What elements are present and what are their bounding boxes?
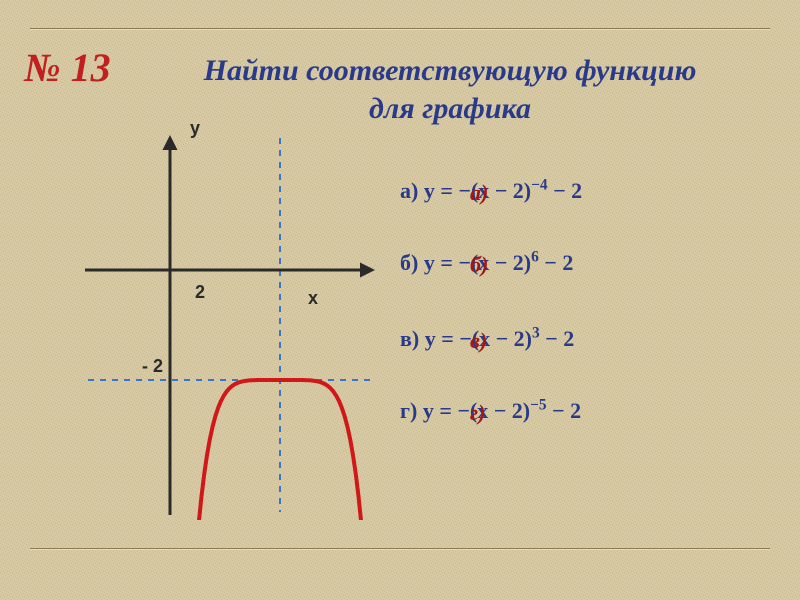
option-a[interactable]: а) y = −(x − 2)−4 − 2 <box>400 178 582 204</box>
axis-label-y: y <box>190 118 200 139</box>
option-d[interactable]: г) y = −(x − 2)−5 − 2 <box>400 398 581 424</box>
title: Найти соответствующую функцию для график… <box>150 52 750 127</box>
rule-bottom <box>30 548 770 549</box>
tick-label-2: 2 <box>195 282 205 303</box>
title-line1: Найти соответствующую функцию <box>150 52 750 90</box>
title-line2: для графика <box>150 90 750 128</box>
option-c-shadow: в) <box>470 328 487 354</box>
problem-number: № 13 <box>24 44 111 91</box>
tick-label-neg2: - 2 <box>142 356 163 377</box>
function-curve <box>140 380 380 520</box>
rule-top <box>30 28 770 29</box>
option-d-shadow: г) <box>470 400 485 426</box>
graph-svg <box>80 130 380 520</box>
option-a-shadow: а) <box>470 180 488 206</box>
graph: y x 2 - 2 <box>80 130 380 520</box>
option-b-shadow: б) <box>470 252 488 278</box>
axis-label-x: x <box>308 288 318 309</box>
